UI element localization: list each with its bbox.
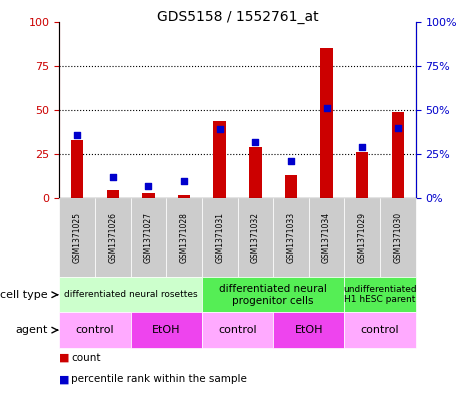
Point	[216, 126, 223, 132]
Text: ■: ■	[59, 374, 70, 384]
Text: GSM1371034: GSM1371034	[322, 212, 331, 263]
Text: GSM1371031: GSM1371031	[215, 212, 224, 263]
Text: control: control	[76, 325, 114, 335]
Bar	[320, 48, 333, 198]
Text: differentiated neural
progenitor cells: differentiated neural progenitor cells	[219, 284, 327, 305]
Text: EtOH: EtOH	[152, 325, 180, 335]
Bar	[178, 195, 190, 198]
Text: GSM1371030: GSM1371030	[393, 212, 402, 263]
Point	[109, 174, 117, 180]
Text: ■: ■	[59, 353, 70, 363]
Bar	[71, 140, 84, 198]
Text: GSM1371032: GSM1371032	[251, 212, 260, 263]
Text: EtOH: EtOH	[294, 325, 323, 335]
Bar	[249, 147, 262, 198]
Text: agent: agent	[15, 325, 48, 335]
Point	[287, 158, 294, 164]
Text: GSM1371028: GSM1371028	[180, 212, 189, 263]
Text: percentile rank within the sample: percentile rank within the sample	[71, 374, 247, 384]
Bar	[356, 152, 369, 198]
Point	[394, 125, 402, 131]
Text: count: count	[71, 353, 101, 363]
Text: undifferentiated
H1 hESC parent: undifferentiated H1 hESC parent	[343, 285, 417, 305]
Point	[358, 144, 366, 150]
Text: differentiated neural rosettes: differentiated neural rosettes	[64, 290, 198, 299]
Text: cell type: cell type	[0, 290, 48, 300]
Point	[323, 105, 331, 111]
Bar	[106, 189, 119, 198]
Point	[144, 183, 152, 189]
Text: GSM1371027: GSM1371027	[144, 212, 153, 263]
Bar	[285, 175, 297, 198]
Text: control: control	[218, 325, 257, 335]
Text: GDS5158 / 1552761_at: GDS5158 / 1552761_at	[157, 10, 318, 24]
Text: control: control	[361, 325, 399, 335]
Bar	[142, 193, 155, 198]
Text: GSM1371029: GSM1371029	[358, 212, 367, 263]
Bar	[391, 112, 404, 198]
Text: GSM1371033: GSM1371033	[286, 212, 295, 263]
Point	[252, 139, 259, 145]
Bar	[213, 121, 226, 198]
Text: GSM1371025: GSM1371025	[73, 212, 82, 263]
Point	[73, 132, 81, 138]
Text: GSM1371026: GSM1371026	[108, 212, 117, 263]
Point	[180, 178, 188, 184]
